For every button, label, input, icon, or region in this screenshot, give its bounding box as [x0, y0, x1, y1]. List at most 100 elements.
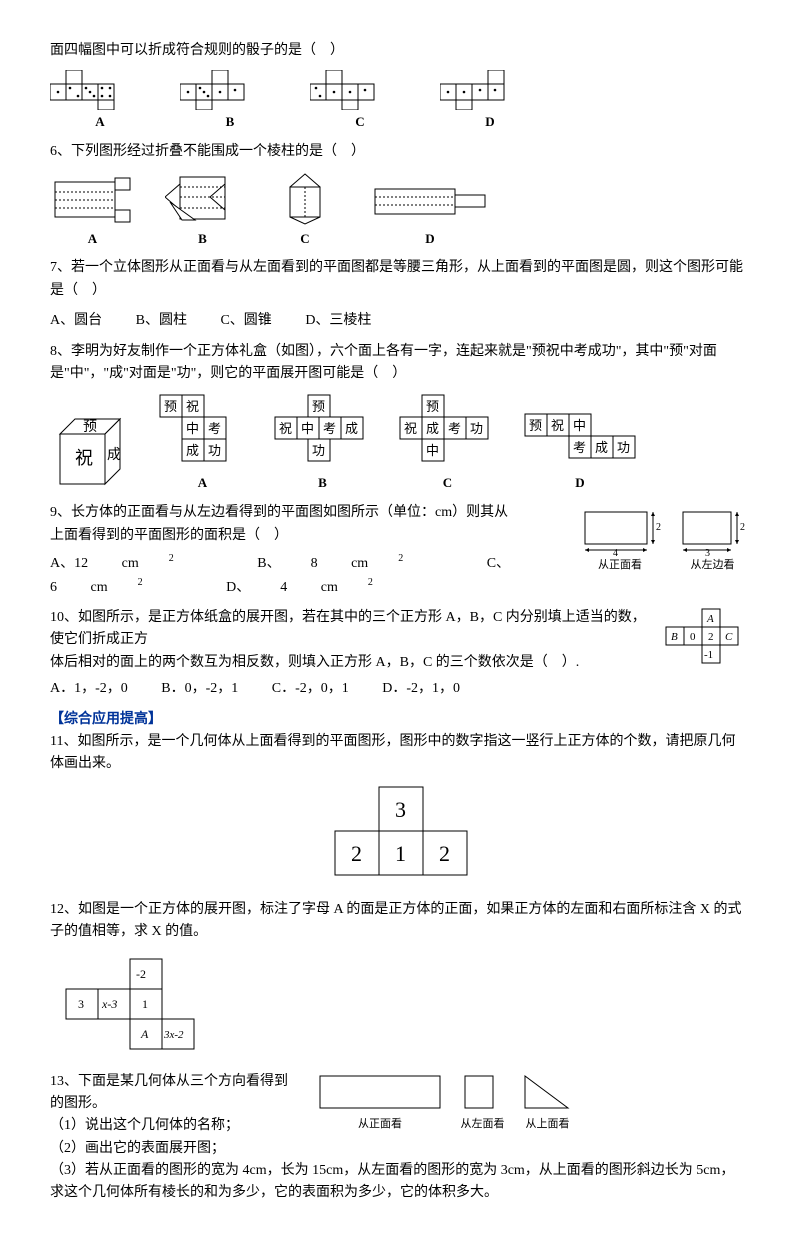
svg-text:中: 中 [301, 421, 314, 436]
q8-b-label: B [318, 473, 327, 494]
dice-net-c [310, 70, 410, 110]
q13-sub2: （2）画出它的表面展开图； [50, 1138, 300, 1160]
svg-text:功: 功 [312, 443, 325, 458]
q12-text-a: 12、如图是一个正方体的展开图，标注了字母 A 的面是正方体的正面，如果正方体的… [50, 899, 750, 921]
svg-text:祝: 祝 [186, 399, 199, 414]
q6-b-label: B [198, 229, 207, 250]
q9-left-caption: 从左边看 [691, 557, 735, 575]
svg-text:3: 3 [78, 997, 84, 1011]
svg-text:B: B [671, 631, 678, 643]
q9-options: A、12 cm2 B、8 cm2 C、6 cm2 D、4 cm2 [50, 551, 565, 599]
q13-top-view [520, 1071, 575, 1116]
q10-opt-d: D．-2，1，0 [382, 681, 460, 696]
svg-text:中: 中 [186, 421, 199, 436]
svg-text:考: 考 [448, 421, 461, 436]
svg-text:2: 2 [740, 522, 745, 533]
q7-opt-c: C、圆锥 [220, 313, 271, 328]
svg-text:-2: -2 [136, 967, 146, 981]
q13-left-view [460, 1071, 505, 1116]
q10-opt-a: A．1，-2，0 [50, 681, 128, 696]
dice-b-label: B [226, 112, 235, 133]
q6-fig-b [165, 172, 240, 227]
q12-net: -2 3 x-3 1 A 3x-2 [60, 956, 230, 1056]
q6-c-label: C [300, 229, 309, 250]
q13-left-caption: 从左面看 [461, 1116, 505, 1134]
q13-text: 13、下面是某几何体从三个方向看得到的图形。 [50, 1071, 300, 1116]
svg-text:考: 考 [573, 440, 586, 455]
svg-text:预: 预 [426, 399, 439, 414]
q6-fig-c [270, 172, 340, 227]
svg-text:功: 功 [617, 440, 630, 455]
q13-sub3: （3）若从正面看的图形的宽为 4cm，长为 15cm，从左面看的图形的宽为 3c… [50, 1160, 750, 1182]
q8-cube: 祝 预 成 [50, 409, 135, 494]
svg-text:祝: 祝 [279, 421, 292, 436]
q11-grid: 3 2 1 2 [328, 784, 473, 879]
svg-text:A: A [706, 613, 714, 625]
q7-opt-d: D、三棱柱 [305, 313, 371, 328]
q6-figs: A B C D [50, 172, 750, 250]
svg-text:0: 0 [690, 631, 696, 643]
q10-options: A．1，-2，0 B．0，-2，1 C．-2，0，1 D．-2，1，0 [50, 678, 650, 700]
dice-net-b [180, 70, 280, 110]
svg-text:功: 功 [208, 443, 221, 458]
q8-text: 8、李明为好友制作一个正方体礼盒（如图），六个面上各有一字，连起来就是"预祝中考… [50, 341, 750, 386]
svg-text:中: 中 [426, 443, 439, 458]
q9-text-a: 9、长方体的正面看与从左边看得到的平面图如图所示（单位：cm）则其从 [50, 502, 565, 524]
q10-net: A B 0 2 C -1 [660, 607, 750, 669]
dice-a-label: A [95, 112, 104, 133]
q7-text: 7、若一个立体图形从正面看与从左面看到的平面图都是等腰三角形，从上面看到的平面图… [50, 257, 750, 302]
q8-a-label: A [198, 473, 207, 494]
svg-text:中: 中 [573, 418, 586, 433]
q13-top-caption: 从上面看 [526, 1116, 570, 1134]
cube-side-char: 成 [107, 447, 121, 463]
cube-top-char: 预 [83, 419, 97, 435]
svg-text:预: 预 [529, 418, 542, 433]
section-title: 【综合应用提高】 [50, 709, 750, 731]
q10-text-a: 10、如图所示，是正方体纸盒的展开图，若在其中的三个正方形 A，B，C 内分别填… [50, 607, 650, 652]
q7-opt-a: A、圆台 [50, 313, 102, 328]
q9-front-caption: 从正面看 [598, 557, 642, 575]
q9-left-view: 3 2 [675, 502, 750, 557]
q9-front-view: 4 2 [575, 502, 665, 557]
svg-text:祝: 祝 [404, 421, 417, 436]
svg-text:3: 3 [705, 548, 710, 557]
svg-text:考: 考 [208, 421, 221, 436]
q6-a-label: A [88, 229, 97, 250]
dice-d-label: D [485, 112, 494, 133]
q8-c-label: C [443, 473, 452, 494]
q10-opt-c: C．-2，0，1 [272, 681, 349, 696]
q13-front-caption: 从正面看 [358, 1116, 402, 1134]
svg-text:4: 4 [613, 548, 618, 557]
svg-text:功: 功 [470, 421, 483, 436]
q7-options: A、圆台 B、圆柱 C、圆锥 D、三棱柱 [50, 310, 750, 332]
svg-text:成: 成 [186, 443, 199, 458]
svg-text:2: 2 [656, 522, 661, 533]
svg-text:祝: 祝 [551, 418, 564, 433]
q8-net-d: 预 祝 中 考 成 功 [520, 409, 640, 471]
q13-front-view [315, 1071, 445, 1116]
dice-net-a [50, 70, 150, 110]
svg-text:2: 2 [708, 631, 714, 643]
dice-nets-row: A B C D [50, 70, 750, 133]
q8-net-a: 预 祝 中 考 成 功 [155, 393, 250, 471]
dice-c-label: C [355, 112, 364, 133]
q8-net-b: 预 祝 中 考 成 功 [270, 393, 375, 471]
q9-text-b: 上面看得到的平面图形的面积是（ ） [50, 525, 565, 547]
svg-text:考: 考 [323, 421, 336, 436]
intro-text: 面四幅图中可以折成符合规则的骰子的是（ ） [50, 40, 750, 62]
q10-text-b: 体后相对的面上的两个数互为相反数，则填入正方形 A，B，C 的三个数依次是（ ）… [50, 652, 650, 674]
q8-d-label: D [575, 473, 584, 494]
q13-sub1: （1）说出这个几何体的名称； [50, 1115, 300, 1137]
dice-net-d [440, 70, 540, 110]
q10-opt-b: B．0，-2，1 [161, 681, 238, 696]
q7-opt-b: B、圆柱 [136, 313, 187, 328]
svg-text:预: 预 [164, 399, 177, 414]
q13-sub4: 求这个几何体所有棱长的和为多少，它的表面积为多少，它的体积多大。 [50, 1182, 750, 1204]
svg-text:2: 2 [439, 841, 450, 866]
svg-text:成: 成 [345, 421, 358, 436]
svg-text:C: C [725, 631, 733, 643]
cube-front-char: 祝 [75, 448, 93, 468]
q12-text-b: 子的值相等，求 X 的值。 [50, 921, 750, 943]
q8-net-c: 预 祝 成 考 功 中 [395, 393, 500, 471]
svg-text:2: 2 [351, 841, 362, 866]
